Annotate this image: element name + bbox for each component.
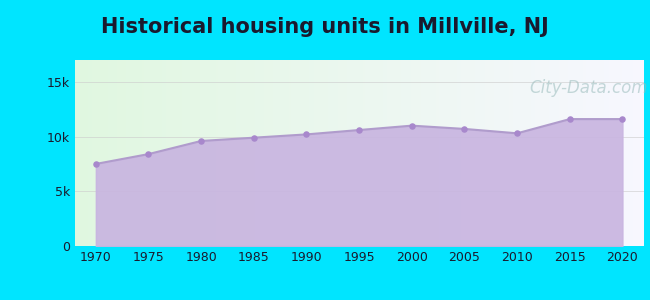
Text: City-Data.com: City-Data.com xyxy=(530,79,648,97)
Point xyxy=(301,132,311,137)
Point xyxy=(407,123,417,128)
Point xyxy=(90,161,101,166)
Point xyxy=(512,131,523,136)
Point xyxy=(565,117,575,122)
Point xyxy=(354,128,364,132)
Point xyxy=(248,135,259,140)
Point xyxy=(618,117,628,122)
Point xyxy=(143,152,153,157)
Point xyxy=(196,139,206,143)
Text: Historical housing units in Millville, NJ: Historical housing units in Millville, N… xyxy=(101,17,549,37)
Point xyxy=(460,127,470,131)
